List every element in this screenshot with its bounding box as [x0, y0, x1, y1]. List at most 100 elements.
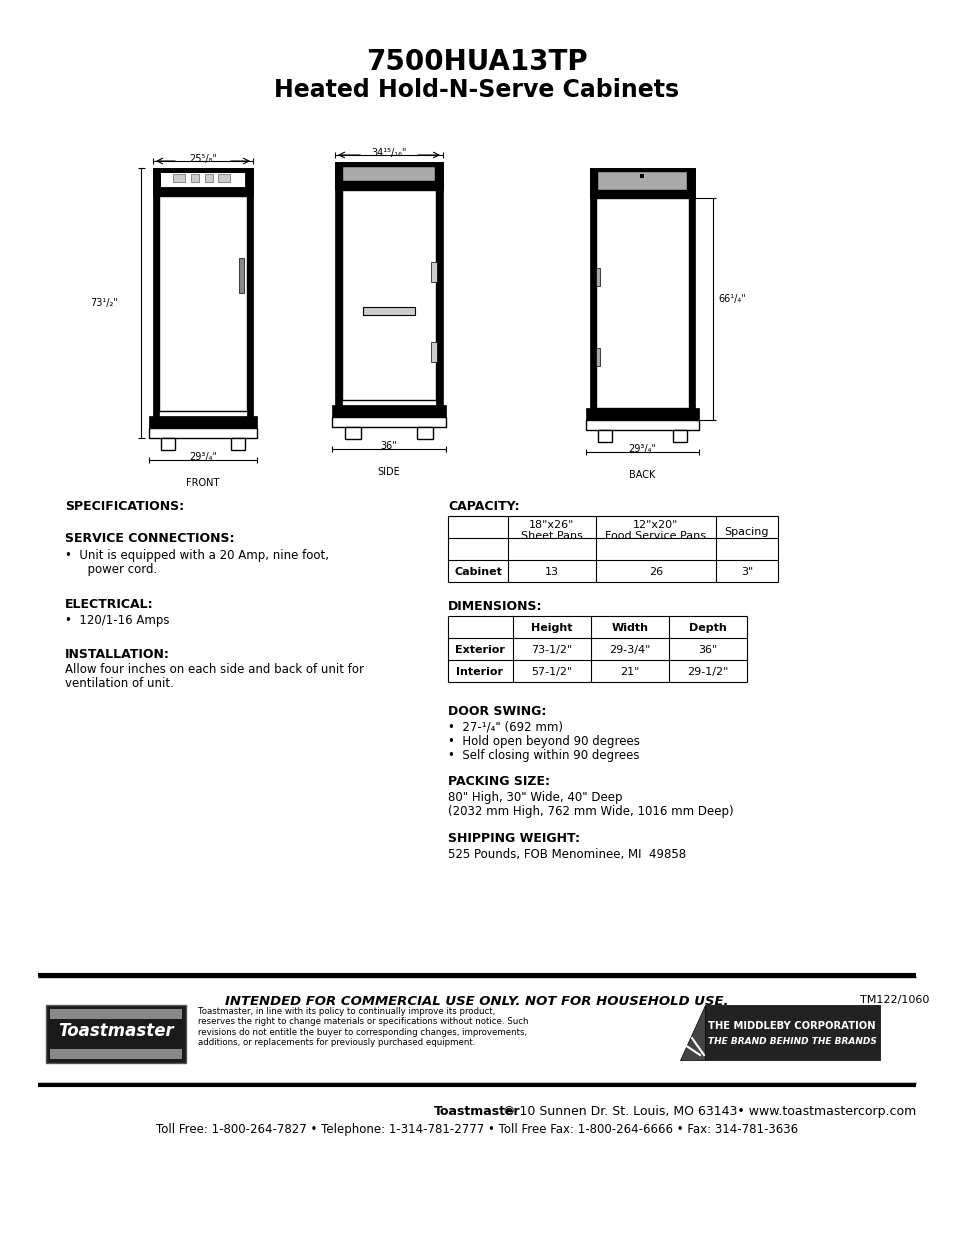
Bar [149, 429, 256, 438]
Bar [152, 168, 253, 177]
Text: 525 Pounds, FOB Menominee, MI  49858: 525 Pounds, FOB Menominee, MI 49858 [448, 848, 685, 861]
Bar [172, 174, 185, 182]
Text: 73-1/2": 73-1/2" [531, 645, 572, 655]
Text: Exterior: Exterior [455, 645, 504, 655]
Text: Depth: Depth [688, 622, 726, 634]
Text: Interior: Interior [456, 667, 503, 677]
Text: 66¹/₄": 66¹/₄" [718, 294, 745, 304]
Text: DOOR SWING:: DOOR SWING: [448, 705, 546, 718]
Text: Cabinet: Cabinet [454, 567, 501, 577]
Text: INSTALLATION:: INSTALLATION: [65, 648, 170, 661]
Text: •  Self closing within 90 degrees: • Self closing within 90 degrees [448, 748, 639, 762]
Bar [152, 177, 159, 438]
Text: 3": 3" [740, 567, 752, 577]
Text: Toastmaster, in line with its policy to continually improve its product,
reserve: Toastmaster, in line with its policy to … [198, 1007, 528, 1047]
Bar [149, 416, 256, 429]
Bar [343, 167, 435, 182]
Text: INTENDED FOR COMMERCIAL USE ONLY. NOT FOR HOUSEHOLD USE.: INTENDED FOR COMMERCIAL USE ONLY. NOT FO… [225, 995, 728, 1008]
Text: Toll Free: 1-800-264-7827 • Telephone: 1-314-781-2777 • Toll Free Fax: 1-800-264: Toll Free: 1-800-264-7827 • Telephone: 1… [155, 1123, 798, 1136]
Bar [231, 438, 245, 450]
Text: 21": 21" [619, 667, 639, 677]
Bar [585, 408, 699, 420]
Text: 29³/₄": 29³/₄" [627, 445, 656, 454]
Text: (2032 mm High, 762 mm Wide, 1016 mm Deep): (2032 mm High, 762 mm Wide, 1016 mm Deep… [448, 805, 733, 818]
Bar [239, 258, 244, 293]
Text: CAPACITY:: CAPACITY: [448, 500, 519, 513]
Bar [335, 170, 341, 427]
Text: •  27-¹/₄" (692 mm): • 27-¹/₄" (692 mm) [448, 721, 562, 734]
Text: THE BRAND BEHIND THE BRANDS: THE BRAND BEHIND THE BRANDS [707, 1037, 876, 1046]
Bar [589, 168, 695, 177]
Bar [50, 1009, 182, 1019]
Text: SPECIFICATIONS:: SPECIFICATIONS: [65, 500, 184, 513]
Text: BACK: BACK [628, 471, 655, 480]
Bar [589, 177, 596, 430]
Text: •  Hold open beyond 90 degrees: • Hold open beyond 90 degrees [448, 735, 639, 748]
Text: SIDE: SIDE [377, 467, 400, 477]
Bar [363, 308, 415, 315]
Bar [161, 173, 245, 186]
Bar [416, 427, 433, 438]
Text: 29³/₄": 29³/₄" [189, 452, 216, 462]
Text: Toastmaster: Toastmaster [434, 1105, 519, 1118]
Text: SERVICE CONNECTIONS:: SERVICE CONNECTIONS: [65, 532, 234, 545]
Text: 18"x26": 18"x26" [529, 520, 574, 530]
Bar [596, 348, 599, 366]
Text: Allow four inches on each side and back of unit for: Allow four inches on each side and back … [65, 663, 364, 676]
Text: TM122/1060: TM122/1060 [859, 995, 928, 1005]
Text: power cord.: power cord. [65, 563, 157, 576]
Text: 36": 36" [698, 645, 717, 655]
Text: Heated Hold-N-Serve Cabinets: Heated Hold-N-Serve Cabinets [274, 78, 679, 103]
Bar [585, 420, 699, 430]
Bar [218, 174, 230, 182]
Text: 80" High, 30" Wide, 40" Deep: 80" High, 30" Wide, 40" Deep [448, 790, 622, 804]
Bar [191, 174, 199, 182]
Bar [431, 342, 436, 362]
Text: ® 10 Sunnen Dr. St. Louis, MO 63143• www.toastmastercorp.com: ® 10 Sunnen Dr. St. Louis, MO 63143• www… [502, 1105, 915, 1118]
Bar [596, 268, 599, 287]
Text: ventilation of unit.: ventilation of unit. [65, 677, 173, 690]
Text: 7500HUA13TP: 7500HUA13TP [366, 48, 587, 77]
Text: 29-3/4": 29-3/4" [609, 645, 650, 655]
Text: 13: 13 [544, 567, 558, 577]
Text: Food Service Pans: Food Service Pans [605, 531, 706, 541]
Text: 26: 26 [648, 567, 662, 577]
Text: PACKING SIZE:: PACKING SIZE: [448, 776, 550, 788]
Text: Width: Width [611, 622, 648, 634]
Bar [431, 262, 436, 282]
Bar [161, 438, 174, 450]
Text: THE MIDDLEBY CORPORATION: THE MIDDLEBY CORPORATION [707, 1021, 875, 1031]
Text: FRONT: FRONT [186, 478, 219, 488]
Bar [205, 174, 213, 182]
Polygon shape [679, 1005, 704, 1060]
Bar [598, 430, 612, 442]
Bar [332, 405, 446, 417]
Bar [639, 174, 643, 178]
Text: 29-1/2": 29-1/2" [686, 667, 728, 677]
Text: 12"x20": 12"x20" [633, 520, 678, 530]
Text: 34¹⁵/₁₆": 34¹⁵/₁₆" [371, 148, 406, 158]
Text: •  120/1-16 Amps: • 120/1-16 Amps [65, 614, 170, 627]
Bar [589, 168, 695, 198]
Bar [596, 198, 688, 408]
Bar [335, 162, 442, 190]
Bar [50, 1049, 182, 1058]
Bar [345, 427, 360, 438]
Text: ELECTRICAL:: ELECTRICAL: [65, 598, 153, 611]
Text: Height: Height [531, 622, 572, 634]
Bar [688, 177, 695, 430]
Text: SHIPPING WEIGHT:: SHIPPING WEIGHT: [448, 832, 579, 845]
Bar [335, 162, 442, 170]
Bar [152, 168, 253, 196]
Text: 57-1/2": 57-1/2" [531, 667, 572, 677]
Bar [332, 417, 446, 427]
Bar [159, 196, 247, 411]
Text: Sheet Pans: Sheet Pans [520, 531, 582, 541]
Text: DIMENSIONS:: DIMENSIONS: [448, 600, 542, 613]
Bar [704, 1005, 879, 1060]
Bar [672, 430, 686, 442]
Bar [247, 177, 253, 438]
Text: 73¹/₂": 73¹/₂" [90, 298, 118, 308]
Text: 25⁵/₈": 25⁵/₈" [189, 154, 216, 164]
Bar [436, 170, 442, 427]
